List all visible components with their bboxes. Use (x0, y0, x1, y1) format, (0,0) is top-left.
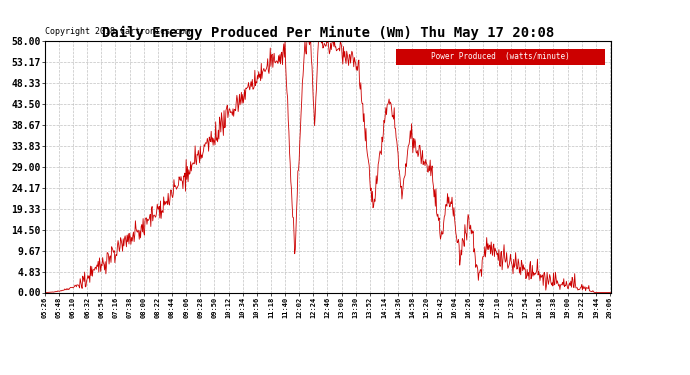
Text: Power Produced  (watts/minute): Power Produced (watts/minute) (431, 53, 570, 62)
Title: Daily Energy Produced Per Minute (Wm) Thu May 17 20:08: Daily Energy Produced Per Minute (Wm) Th… (101, 26, 554, 40)
FancyBboxPatch shape (395, 49, 605, 65)
Text: Copyright 2018 Cartronics.com: Copyright 2018 Cartronics.com (45, 27, 190, 36)
